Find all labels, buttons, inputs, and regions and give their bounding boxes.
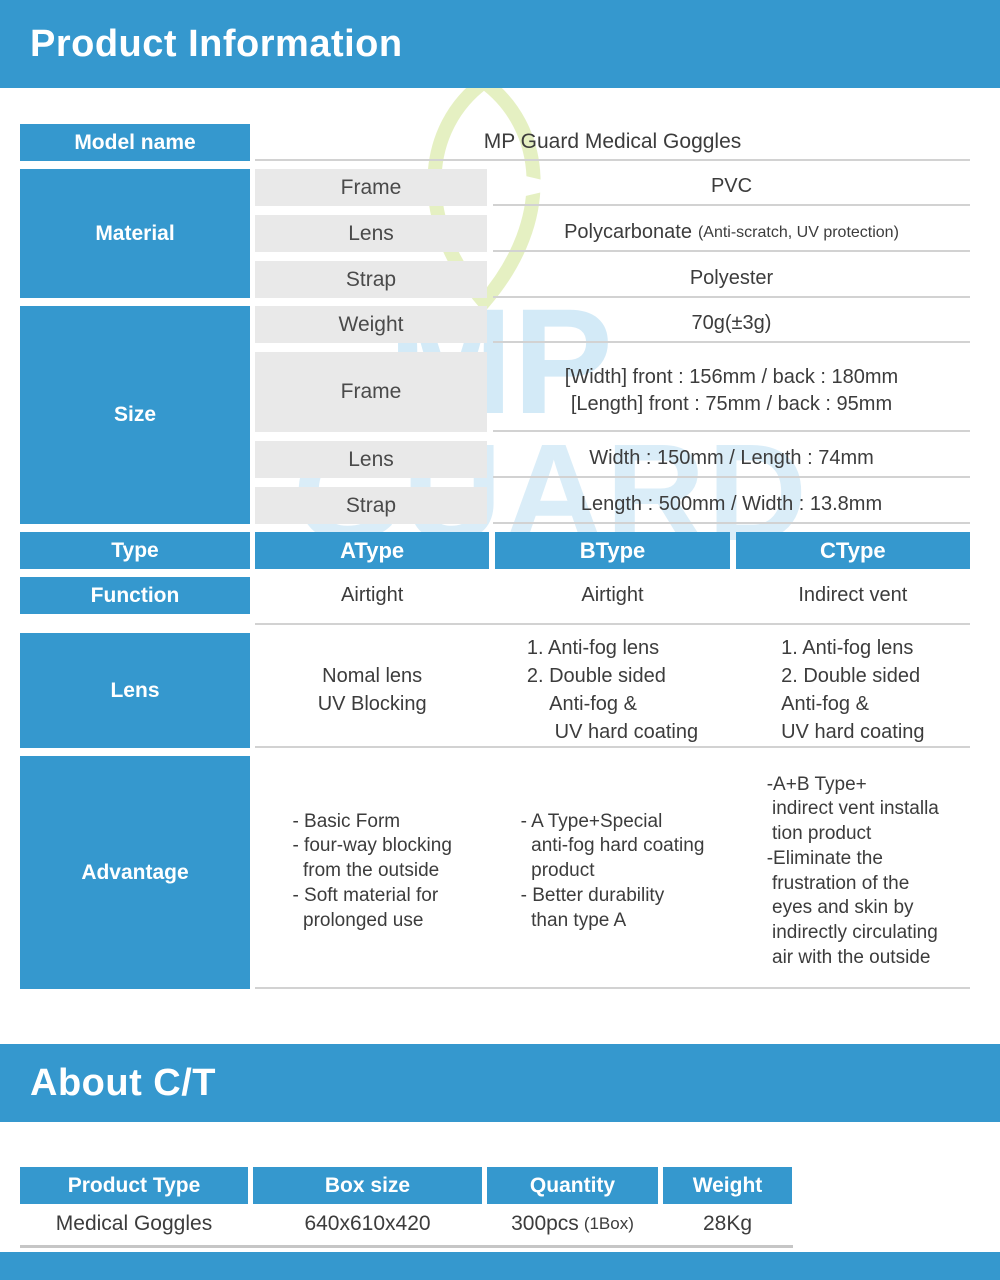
function-a-value: Airtight (341, 584, 404, 606)
size-weight-label: Weight (255, 306, 487, 343)
material-label: Material (20, 169, 250, 298)
size-frame-label: Frame (255, 352, 487, 432)
ct-value-product-type: Medical Goggles (55, 1212, 213, 1235)
ct-table-divider (20, 1245, 793, 1248)
page-title: Product Information (30, 22, 403, 65)
size-frame-row: Frame [Width] front : 156mm / back : 180… (255, 352, 970, 432)
material-lens-note: (Anti-scratch, UV protection) (697, 223, 899, 241)
ct-table-row: Medical Goggles 640x610x420 300pcs (1Box… (20, 1204, 793, 1244)
size-label: Size (20, 306, 250, 524)
product-info-table: Model name MP Guard Medical Goggles Mate… (20, 124, 970, 989)
advantage-c-value: -A+B Type+ indirect vent installa tion p… (766, 773, 939, 968)
material-strap-label: Strap (255, 261, 487, 298)
ct-header-weight: Weight (663, 1167, 792, 1204)
model-name-label: Model name (20, 124, 250, 161)
type-c-header: CType (735, 532, 970, 569)
advantage-label: Advantage (20, 756, 250, 989)
size-weight-row: Weight 70g(±3g) (255, 306, 970, 343)
function-label: Function (20, 577, 250, 614)
ct-value-box-size: 640x610x420 (304, 1212, 431, 1235)
ct-header-product-type: Product Type (20, 1167, 248, 1204)
type-b-header: BType (495, 532, 730, 569)
material-lens-value: Polycarbonate (Anti-scratch, UV protecti… (493, 215, 970, 252)
ct-value-quantity: 300pcs (1Box) (511, 1212, 634, 1235)
material-frame-label: Frame (255, 169, 487, 206)
ct-table-header: Product Type Box size Quantity Weight (20, 1167, 793, 1204)
row-function: Function Airtight Airtight Indirect vent (20, 577, 970, 625)
row-size: Size Weight 70g(±3g) Frame [Width] front… (20, 306, 970, 524)
row-type: Type AType BType CType (20, 532, 970, 569)
material-strap-row: Strap Polyester (255, 261, 970, 298)
row-lens: Lens Nomal lens UV Blocking 1. Anti-fog … (20, 633, 970, 748)
function-b-value: Airtight (581, 584, 644, 606)
advantage-b-value: - A Type+Special anti-fog hard coating p… (520, 810, 705, 931)
ct-table: Product Type Box size Quantity Weight Me… (20, 1167, 793, 1248)
size-strap-row: Strap Length : 500mm / Width : 13.8mm (255, 487, 970, 524)
row-model-name: Model name MP Guard Medical Goggles (20, 124, 970, 161)
row-material: Material Frame PVC Lens Polycarbonate (A… (20, 169, 970, 298)
advantage-a-value: - Basic Form - four-way blocking from th… (292, 810, 452, 931)
size-strap-label: Strap (255, 487, 487, 524)
size-lens-value: Width : 150mm / Length : 74mm (493, 441, 970, 478)
function-c-value: Indirect vent (798, 584, 908, 606)
material-frame-value: PVC (493, 169, 970, 206)
material-lens-label: Lens (255, 215, 487, 252)
material-frame-row: Frame PVC (255, 169, 970, 206)
about-ct-title: About C/T (30, 1061, 217, 1104)
ct-header-box-size: Box size (253, 1167, 482, 1204)
material-strap-value: Polyester (493, 261, 970, 298)
size-frame-value: [Width] front : 156mm / back : 180mm [Le… (493, 352, 970, 432)
lens-label: Lens (20, 633, 250, 748)
type-a-header: AType (255, 532, 490, 569)
footer-band (0, 1252, 1000, 1280)
ct-value-weight: 28Kg (702, 1212, 753, 1235)
ct-header-quantity: Quantity (487, 1167, 658, 1204)
section-header-product-information: Product Information (0, 0, 1000, 88)
type-label: Type (20, 532, 250, 569)
lens-c-value: 1. Anti-fog lens 2. Double sided Anti-fo… (781, 636, 925, 743)
section-header-about-ct: About C/T (0, 1044, 1000, 1122)
size-weight-value: 70g(±3g) (493, 306, 970, 343)
lens-b-value: 1. Anti-fog lens 2. Double sided Anti-fo… (526, 636, 699, 743)
size-lens-label: Lens (255, 441, 487, 478)
size-strap-value: Length : 500mm / Width : 13.8mm (493, 487, 970, 524)
material-lens-row: Lens Polycarbonate (Anti-scratch, UV pro… (255, 215, 970, 252)
model-name-value: MP Guard Medical Goggles (255, 124, 970, 161)
row-advantage: Advantage - Basic Form - four-way blocki… (20, 756, 970, 989)
lens-a-value: Nomal lens UV Blocking (317, 664, 427, 715)
size-lens-row: Lens Width : 150mm / Length : 74mm (255, 441, 970, 478)
ct-quantity-note: (1Box) (583, 1214, 634, 1233)
